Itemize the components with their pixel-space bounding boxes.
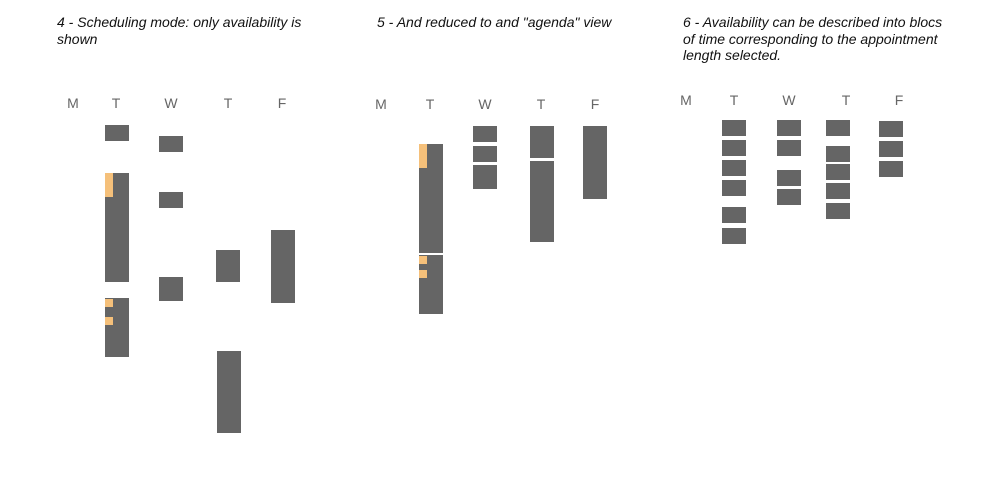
panel-4-availability-block[interactable] [105, 125, 129, 141]
panel-5-day-label-f: F [590, 96, 600, 112]
panel-6-day-label-f: F [894, 92, 904, 108]
panel-4-caption: 4 - Scheduling mode: only availability i… [57, 14, 302, 47]
panel-4-booked-marker [105, 299, 113, 307]
panel-6-availability-block[interactable] [722, 180, 746, 196]
panel-5-caption: 5 - And reduced to and "agenda" view [377, 14, 612, 30]
panel-6-availability-block[interactable] [722, 228, 746, 244]
panel-5-availability-block[interactable] [473, 146, 497, 162]
panel-5-booked-marker [419, 144, 427, 168]
panel-5-availability-block[interactable] [583, 126, 607, 199]
panel-6-day-label-t1: T [729, 92, 739, 108]
panel-6-availability-block[interactable] [826, 146, 850, 162]
panel-5-day-label-w: W [478, 96, 492, 112]
panel-5-day-label-m: M [375, 96, 387, 112]
panel-6-availability-block[interactable] [777, 170, 801, 186]
panel-6-availability-block[interactable] [826, 183, 850, 199]
panel-6-availability-block[interactable] [826, 203, 850, 219]
panel-4-availability-block[interactable] [271, 230, 295, 303]
panel-6-availability-block[interactable] [722, 120, 746, 136]
panel-4-day-label-f: F [277, 95, 287, 111]
panel-4-day-label-t2: T [223, 95, 233, 111]
panel-6-availability-block[interactable] [826, 164, 850, 180]
panel-4-availability-block[interactable] [159, 277, 183, 301]
panel-6-day-label-m: M [680, 92, 692, 108]
panel-4-booked-marker [105, 173, 113, 197]
panel-6-availability-block[interactable] [777, 140, 801, 156]
panel-4-availability-block[interactable] [159, 136, 183, 152]
panel-6-day-label-w: W [782, 92, 796, 108]
panel-6-caption: 6 - Availability can be described into b… [683, 14, 943, 63]
panel-4-day-label-w: W [164, 95, 178, 111]
panel-6-availability-block[interactable] [722, 160, 746, 176]
panel-5-day-label-t1: T [425, 96, 435, 112]
panel-6-availability-block[interactable] [777, 189, 801, 205]
panel-4-availability-block[interactable] [216, 250, 240, 282]
panel-6-availability-block[interactable] [879, 121, 903, 137]
panel-6-day-label-t2: T [841, 92, 851, 108]
panel-5-availability-block[interactable] [473, 126, 497, 142]
panel-6-availability-block[interactable] [879, 161, 903, 177]
panel-5-booked-marker [419, 256, 427, 264]
panel-5-availability-block[interactable] [530, 161, 554, 242]
panel-5-availability-block[interactable] [419, 255, 443, 314]
panel-5-availability-block[interactable] [530, 126, 554, 158]
panel-4-booked-marker [105, 317, 113, 325]
panel-4-availability-block[interactable] [105, 298, 129, 357]
panel-4-availability-block[interactable] [159, 192, 183, 208]
panel-5-booked-marker [419, 270, 427, 278]
panel-6-availability-block[interactable] [722, 207, 746, 223]
panel-4-day-label-t1: T [111, 95, 121, 111]
panel-4-availability-block[interactable] [217, 351, 241, 433]
panel-4-day-label-m: M [67, 95, 79, 111]
panel-6-availability-block[interactable] [722, 140, 746, 156]
panel-6-availability-block[interactable] [777, 120, 801, 136]
panel-6-availability-block[interactable] [826, 120, 850, 136]
panel-5-day-label-t2: T [536, 96, 546, 112]
panel-5-availability-block[interactable] [473, 165, 497, 189]
panel-6-availability-block[interactable] [879, 141, 903, 157]
